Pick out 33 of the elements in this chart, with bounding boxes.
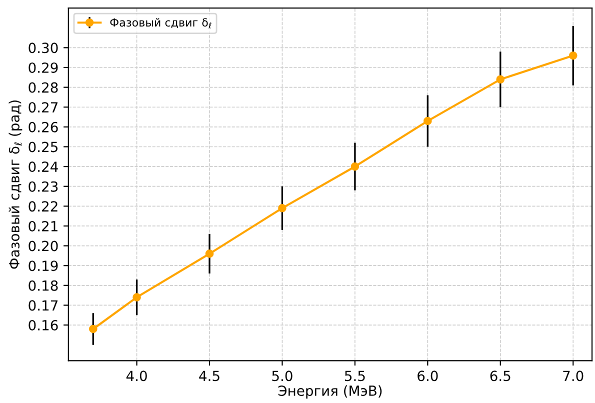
y-tick-label: 0.23	[28, 181, 58, 192]
y-tick-label: 0.17	[28, 300, 58, 311]
y-tick-label: 0.19	[28, 260, 58, 272]
point	[205, 250, 214, 258]
point	[350, 162, 360, 171]
x-tick-label: 4.0	[126, 370, 147, 382]
x-tick-label: 4.5	[199, 370, 220, 382]
y-tick-label: 0.18	[28, 280, 58, 291]
y-tick-label: 0.29	[28, 62, 58, 73]
y-tick-label: 0.20	[28, 240, 58, 252]
y-tick-label: 0.21	[28, 220, 58, 232]
y-tick-label: 0.27	[28, 102, 58, 113]
y-tick-label: 0.22	[28, 201, 58, 212]
x-tick-label: 5.0	[272, 370, 292, 382]
x-axis-title: Энергия (МэВ)	[278, 385, 382, 399]
point	[496, 75, 505, 84]
x-tick-label: 6.0	[418, 370, 438, 382]
x-tick-label: 6.5	[490, 370, 510, 382]
y-tick-label: 0.25	[28, 142, 58, 152]
point	[424, 116, 432, 126]
point	[568, 51, 578, 60]
y-tick-label: 0.16	[28, 320, 58, 330]
point	[278, 204, 286, 212]
y-tick-label: 0.28	[28, 82, 58, 93]
point	[88, 324, 98, 334]
point	[132, 293, 141, 302]
x-tick-label: 7.0	[563, 370, 584, 382]
legend-label: Фазовый сдвиг δ$_{ℓ}$	[110, 18, 212, 28]
y-tick-label: 0.26	[28, 122, 58, 132]
y-tick-label: 0.24	[28, 162, 58, 172]
y-axis-title: Фазовый сдвиг δ$_{ℓ}$ (рад)	[8, 100, 22, 269]
x-tick-label: 5.5	[344, 370, 365, 382]
y-tick-label: 0.30	[28, 42, 58, 54]
